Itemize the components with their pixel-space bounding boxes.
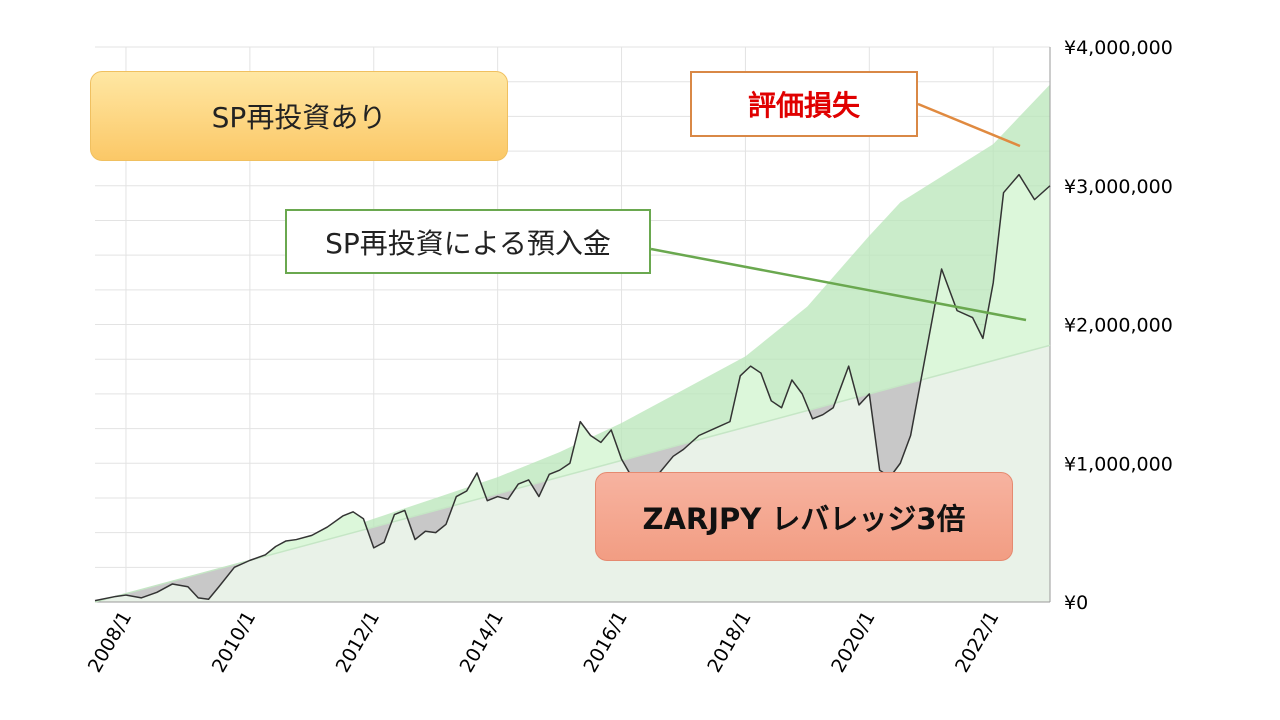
callout-pointers [650,102,1027,322]
deposit-label: SP再投資による預入金 [285,209,651,274]
y-tick-label: ¥4,000,000 [1064,37,1173,59]
loss-pointer-line [917,102,1021,148]
x-tick-label: 2018/1 [703,608,755,677]
y-tick-label: ¥0 [1064,592,1088,614]
x-tick-label: 2008/1 [84,608,136,677]
x-tick-label: 2020/1 [827,608,879,677]
y-tick-label: ¥1,000,000 [1064,453,1173,475]
x-tick-label: 2012/1 [332,608,384,677]
x-tick-label: 2016/1 [579,608,631,677]
x-tick-label: 2014/1 [456,608,508,677]
zarjpy-leverage-label: ZARJPY レバレッジ3倍 [595,472,1013,561]
y-tick-label: ¥3,000,000 [1064,176,1173,198]
x-tick-label: 2010/1 [208,608,260,677]
deposit-pointer-line [650,247,1027,322]
sp-reinvest-label: SP再投資あり [90,71,508,161]
x-tick-label: 2022/1 [951,608,1003,677]
y-tick-label: ¥2,000,000 [1064,315,1173,337]
unrealized-loss-label: 評価損失 [690,71,918,137]
